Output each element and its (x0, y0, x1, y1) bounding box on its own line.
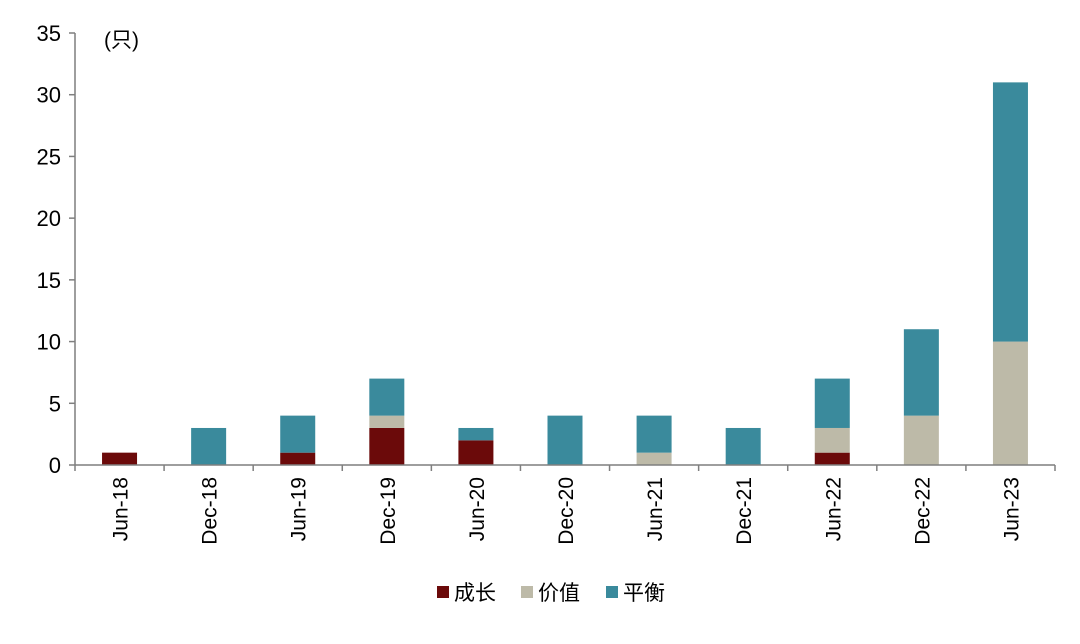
x-tick-label: Jun-19 (288, 477, 311, 541)
x-tick-label: Dec-18 (199, 477, 222, 545)
bar-segment-1-10 (992, 341, 1028, 465)
legend: 成长 价值 平衡 (437, 582, 665, 605)
bar-segment-2-7 (725, 427, 761, 465)
bar-segment-2-2 (280, 415, 316, 453)
bar-segment-2-1 (191, 427, 227, 465)
x-tick-label: Dec-22 (911, 477, 934, 545)
bar-segment-2-8 (814, 378, 850, 428)
bar-segment-2-6 (636, 415, 672, 453)
y-tick-label: 20 (37, 206, 61, 231)
x-tick-label: Jun-23 (1000, 477, 1023, 541)
y-tick-label: 5 (49, 391, 61, 416)
y-unit-label: (只) (104, 29, 139, 52)
x-tick-label: Dec-21 (733, 477, 756, 545)
y-ticks: 0 5 10 15 20 25 30 35 (37, 21, 75, 478)
x-ticks: Jun-18 Dec-18 Jun-19 Dec-19 Jun-20 Dec-20 Jun-… (74, 465, 1056, 545)
y-tick-label: 35 (37, 21, 61, 46)
legend-swatch (606, 586, 618, 598)
bar-segment-1-8 (814, 427, 850, 453)
y-tick-label: 25 (37, 144, 61, 169)
legend-label: 平衡 (623, 582, 665, 605)
bar-segment-0-0 (102, 452, 138, 465)
bar-segment-1-3 (369, 415, 405, 428)
bar-segment-2-10 (992, 82, 1028, 342)
legend-label: 成长 (454, 582, 496, 605)
legend-label: 价值 (538, 582, 580, 605)
bar-segment-2-4 (458, 427, 494, 441)
legend-swatch (437, 586, 449, 598)
y-tick-label: 30 (37, 83, 61, 108)
x-tick-label: Dec-20 (555, 477, 578, 545)
x-tick-label: Jun-21 (644, 477, 667, 541)
bar-segment-1-6 (636, 452, 672, 465)
bar-segment-0-2 (280, 452, 316, 465)
x-tick-label: Jun-20 (466, 477, 489, 541)
bar-segment-2-5 (547, 415, 583, 465)
bar-segment-0-3 (369, 427, 405, 465)
y-tick-label: 10 (37, 330, 61, 355)
bar-segment-2-9 (903, 329, 939, 416)
legend-swatch (521, 586, 533, 598)
bar-segment-2-3 (369, 378, 405, 416)
x-tick-label: Dec-19 (377, 477, 400, 545)
y-tick-label: 15 (37, 268, 61, 293)
bars (102, 82, 1028, 465)
x-tick-label: Jun-18 (110, 477, 133, 541)
bar-segment-0-8 (814, 452, 850, 465)
x-tick-label: Jun-22 (822, 477, 845, 541)
bar-segment-1-9 (903, 415, 939, 465)
y-tick-label: 0 (49, 453, 61, 478)
bar-segment-0-4 (458, 440, 494, 465)
